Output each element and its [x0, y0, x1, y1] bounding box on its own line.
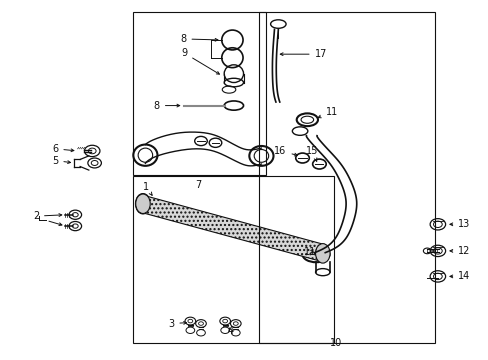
Text: 7: 7 — [195, 180, 201, 190]
Text: 15: 15 — [306, 146, 318, 161]
Bar — [133, 176, 333, 343]
Text: 11: 11 — [304, 247, 316, 257]
Text: 6: 6 — [52, 144, 74, 154]
Text: 5: 5 — [52, 156, 70, 166]
Bar — [133, 12, 265, 175]
Text: 4: 4 — [227, 327, 233, 336]
Ellipse shape — [315, 244, 329, 263]
Text: 13: 13 — [449, 219, 469, 229]
Text: 2: 2 — [33, 211, 61, 221]
Polygon shape — [142, 195, 324, 262]
Text: 17: 17 — [280, 49, 326, 59]
Text: 9: 9 — [181, 48, 219, 74]
Text: 11: 11 — [318, 107, 337, 118]
Text: 8: 8 — [153, 100, 180, 111]
Text: 8: 8 — [180, 34, 218, 44]
Text: 1: 1 — [142, 182, 152, 195]
Text: 16: 16 — [274, 146, 297, 156]
Text: 12: 12 — [449, 246, 469, 256]
Text: 10: 10 — [329, 338, 342, 348]
Ellipse shape — [136, 194, 150, 213]
Text: 14: 14 — [449, 271, 469, 282]
Bar — [259, 12, 435, 343]
Text: 3: 3 — [168, 319, 186, 329]
